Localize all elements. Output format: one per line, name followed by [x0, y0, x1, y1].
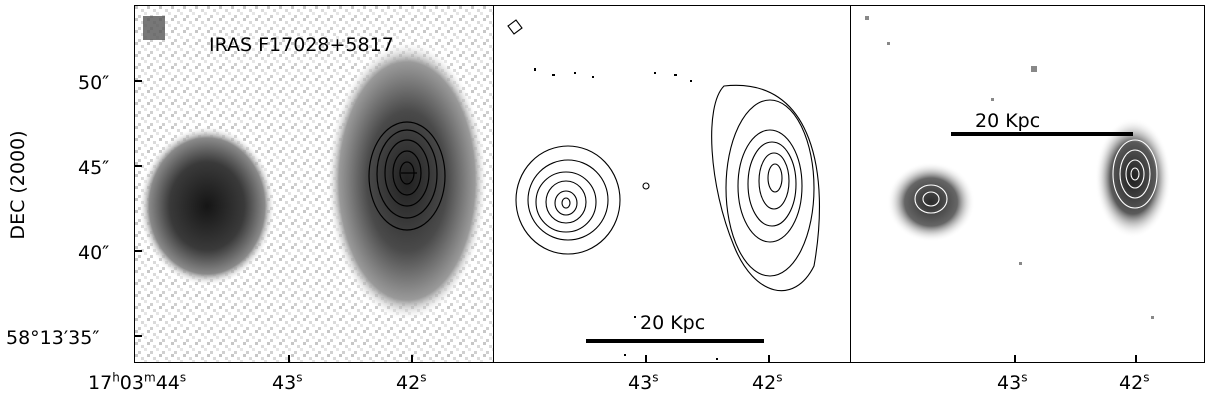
panel3-image — [865, 16, 1171, 319]
x-tick-label-42s-p3: 42s — [1119, 370, 1150, 394]
x-tick-label-43s: 43s — [272, 370, 303, 394]
galaxy-east — [327, 41, 487, 321]
x-tick-label-43s-p3: 43s — [997, 370, 1028, 394]
y-axis-title: DEC (2000) — [7, 130, 29, 240]
object-label: IRAS F17028+5817 — [209, 34, 394, 56]
contours-east — [368, 121, 446, 231]
contour-east-outer — [711, 84, 820, 292]
y-tick-label-45: 45″ — [78, 157, 110, 179]
panel2-contours — [507, 19, 820, 360]
panel1-image — [135, 6, 493, 362]
y-tick-label-40: 40″ — [78, 242, 110, 264]
panel-optical-image: IRAS F17028+5817 — [134, 5, 494, 363]
galaxy-west — [139, 126, 275, 286]
x-tick-label-44s: 17h03m44s — [88, 370, 187, 394]
scalebar-label-panel3: 20 Kpc — [975, 110, 1041, 132]
y-tick-label-50: 50″ — [78, 72, 110, 94]
x-tick-label-42s: 42s — [396, 370, 427, 394]
galaxy-west-nir — [887, 162, 975, 242]
noise-specks — [534, 68, 718, 360]
panel-contour-map: 20 Kpc — [493, 5, 851, 363]
galaxy-east-nir — [1095, 118, 1171, 238]
y-tick-label-35: 58°13′35″ — [6, 327, 100, 349]
panel-nir-image: 20 Kpc — [850, 5, 1205, 363]
scalebar-label-panel2: 20 Kpc — [640, 312, 706, 334]
x-tick-label-43s-p2: 43s — [628, 370, 659, 394]
x-tick-label-42s-p2: 42s — [752, 370, 783, 394]
contour-west-outer — [515, 145, 621, 255]
